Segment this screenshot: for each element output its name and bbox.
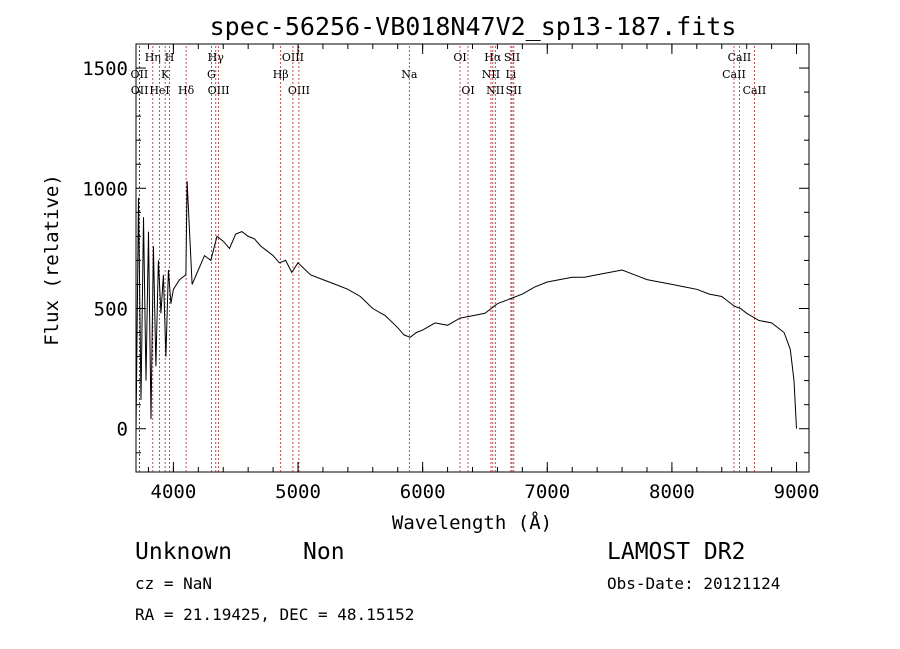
x-tick-label: 5000 [275, 481, 321, 503]
line-marker-label: Hδ [178, 84, 195, 97]
y-tick-label: 1000 [82, 178, 128, 200]
line-marker-label: OI [453, 51, 466, 64]
line-marker-label: NII [482, 68, 500, 81]
x-tick-label: 8000 [649, 481, 695, 503]
line-marker-label: NII [486, 84, 504, 97]
line-marker-label: CaII [728, 51, 752, 64]
axis-ticks: 4000 5000 6000 7000 8000 9000 0 500 1000 1500 [82, 43, 820, 503]
line-marker-label: HeI [149, 84, 169, 97]
y-axis-label: Flux (relative) [41, 174, 63, 346]
x-tick-label: 6000 [400, 481, 446, 503]
line-marker-label: Hγ [208, 51, 225, 64]
line-marker-label: CaII [743, 84, 767, 97]
line-marker-label: Na [401, 68, 418, 81]
line-marker-label: G [207, 68, 216, 81]
line-marker-label: OIII [208, 84, 230, 97]
y-tick-label: 1500 [82, 58, 128, 80]
plot-frame [135, 43, 810, 473]
subclass-label: Non [303, 539, 345, 565]
y-tick-label: 500 [94, 298, 128, 320]
line-marker-label: Hβ [273, 68, 289, 81]
line-marker-label: CaII [722, 68, 746, 81]
emission-line-markers: OIIOIIHηHeIKHHδHγGOIIIHβOIIIOIIINaOIOIHα… [131, 46, 767, 472]
line-marker-label: OI [461, 84, 474, 97]
line-marker-label: SII [506, 84, 522, 97]
obs-date-label: Obs-Date: 20121124 [607, 574, 780, 593]
x-tick-label: 9000 [774, 481, 820, 503]
cz-label: cz = NaN [135, 574, 212, 593]
line-marker-label: Hη [145, 51, 161, 64]
y-tick-label: 0 [117, 419, 128, 441]
x-tick-label: 7000 [524, 481, 570, 503]
classification-label: Unknown [135, 539, 232, 565]
survey-label: LAMOST DR2 [607, 539, 745, 565]
line-marker-label: OIII [288, 84, 310, 97]
radec-label: RA = 21.19425, DEC = 48.15152 [135, 605, 414, 624]
line-marker-label: Li [505, 68, 516, 81]
x-tick-label: 4000 [151, 481, 197, 503]
x-axis-label: Wavelength (Å) [392, 511, 552, 534]
line-marker-label: SII [504, 51, 520, 64]
chart-title: spec-56256-VB018N47V2_sp13-187.fits [210, 12, 737, 41]
line-marker-label: Hα [484, 51, 502, 64]
line-marker-label: OIII [282, 51, 304, 64]
line-marker-label: K [161, 68, 170, 81]
line-marker-label: OII [131, 84, 149, 97]
line-marker-label: H [165, 51, 175, 64]
spectrum-line [135, 181, 797, 434]
